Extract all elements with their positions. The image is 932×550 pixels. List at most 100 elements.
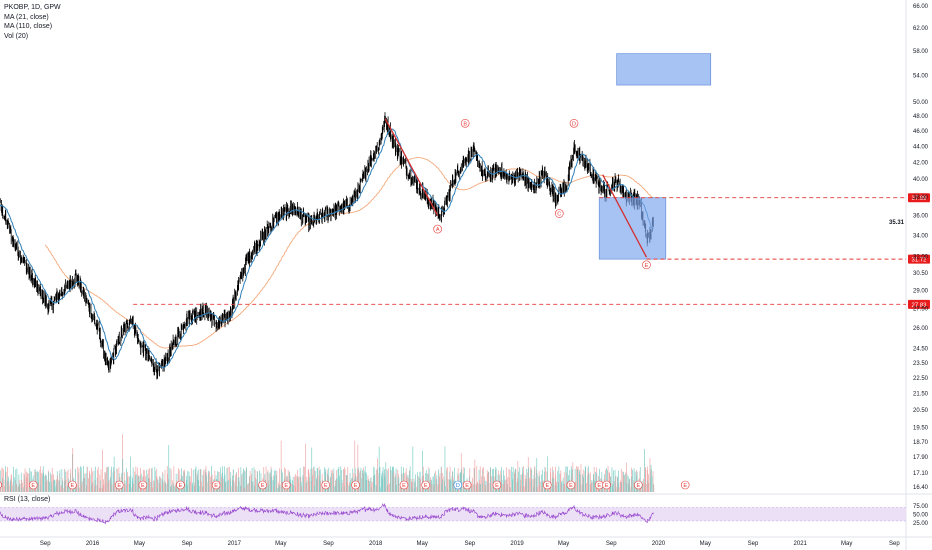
volume-bar — [517, 461, 519, 492]
event-marker-label: E — [465, 483, 469, 489]
volume-bar — [644, 467, 646, 492]
volume-bar — [374, 487, 375, 492]
volume-bar — [414, 482, 416, 492]
volume-bar — [516, 482, 518, 492]
wave-line-1 — [384, 118, 439, 216]
volume-bar — [252, 482, 253, 492]
volume-bar — [24, 468, 26, 492]
volume-bar — [534, 466, 536, 492]
event-marker — [351, 480, 360, 490]
time-tick-label: May — [700, 541, 711, 547]
volume-bar — [442, 479, 443, 492]
volume-bar — [390, 470, 392, 492]
volume-bar — [568, 486, 570, 492]
volume-bar — [56, 483, 58, 492]
volume-bar — [464, 467, 465, 492]
volume-bar — [370, 477, 371, 492]
event-marker — [462, 480, 472, 490]
volume-bar — [197, 477, 198, 492]
volume-bar — [385, 487, 386, 492]
volume-bar — [124, 480, 126, 492]
event-marker-label: E — [179, 483, 183, 489]
volume-bar — [310, 468, 312, 492]
volume-bar — [369, 481, 370, 492]
volume-bar — [181, 468, 182, 492]
volume-bar — [29, 471, 31, 492]
volume-bar — [247, 484, 248, 492]
volume-bar — [645, 467, 646, 492]
volume-bar — [279, 468, 280, 492]
volume-bar — [389, 483, 390, 492]
volume-bar — [576, 466, 578, 492]
volume-bar — [147, 469, 149, 492]
volume-bar — [417, 475, 419, 492]
volume-bar — [129, 476, 130, 492]
price-tick-label: 44.00 — [913, 144, 929, 150]
event-marker-label: E — [214, 483, 218, 489]
volume-bar — [0, 487, 1, 492]
wave-line-2 — [602, 174, 648, 258]
event-marker — [634, 480, 643, 490]
volume-bar — [390, 471, 392, 492]
volume-bar — [21, 488, 23, 492]
volume-bar — [70, 468, 72, 492]
volume-bar — [466, 486, 467, 492]
volume-bar — [567, 466, 568, 492]
volume-bar — [81, 481, 83, 492]
volume-bar — [72, 447, 74, 492]
volume-bar — [522, 472, 524, 492]
volume-bar — [292, 480, 293, 492]
volume-bar — [476, 482, 478, 492]
volume-bar — [474, 484, 476, 492]
volume-bar — [520, 474, 522, 492]
volume-bar — [643, 478, 644, 492]
volume-bar — [614, 481, 615, 492]
volume-bar — [137, 467, 138, 492]
volume-bar — [342, 482, 343, 492]
volume-bar — [648, 482, 650, 492]
legend-vol: Vol (20) — [4, 32, 29, 40]
volume-bar — [362, 473, 364, 492]
volume-bar — [403, 467, 404, 492]
event-marker-label: E — [683, 483, 687, 489]
volume-bar — [289, 471, 290, 492]
volume-bar — [78, 472, 79, 492]
volume-bar — [313, 467, 314, 492]
volume-bar — [346, 475, 348, 492]
volume-bar — [473, 484, 474, 492]
volume-bar — [53, 479, 55, 492]
volume-bar — [366, 473, 367, 492]
volume-bar — [265, 466, 267, 492]
volume-bar — [187, 471, 189, 492]
volume-bar — [291, 483, 293, 492]
volume-bar — [5, 471, 7, 492]
volume-bar — [393, 466, 394, 492]
volume-bar — [290, 483, 291, 492]
volume-bar — [85, 473, 87, 492]
event-marker-label: E — [71, 483, 75, 489]
volume-bar — [268, 480, 270, 492]
volume-bar — [162, 473, 164, 492]
volume-bar — [330, 476, 332, 492]
volume-bar — [27, 474, 29, 492]
volume-bar — [574, 468, 576, 492]
volume-bar — [629, 478, 631, 492]
volume-bar — [230, 486, 232, 492]
volume-bar — [333, 468, 335, 492]
volume-bar — [290, 479, 292, 492]
volume-bar — [441, 473, 443, 492]
volume-bar — [113, 456, 115, 492]
volume-bar — [172, 483, 174, 492]
volume-bar — [221, 472, 223, 492]
volume-bar — [325, 468, 326, 492]
volume-bar — [17, 486, 19, 492]
volume-bar — [173, 486, 174, 492]
volume-bar — [302, 475, 304, 492]
event-marker — [28, 480, 38, 490]
volume-bar — [85, 485, 87, 492]
volume-bar — [537, 486, 538, 492]
price-tick-label: 50.00 — [913, 100, 929, 106]
volume-bar — [159, 485, 161, 492]
